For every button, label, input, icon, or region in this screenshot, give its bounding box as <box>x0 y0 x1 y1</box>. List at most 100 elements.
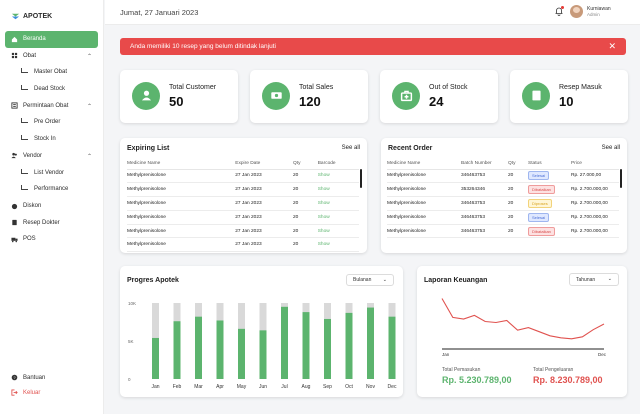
bar-mar[interactable] <box>195 316 202 379</box>
finance-report-title: Laporan Keuangan <box>424 277 488 284</box>
app-logo[interactable]: APOTEK <box>11 12 52 21</box>
bar-oct[interactable] <box>345 312 353 379</box>
table-cell: 20 <box>508 224 528 239</box>
expiring-scrollbar[interactable] <box>360 169 362 188</box>
sidebar-subitem-stock-in[interactable]: Stock In <box>5 131 98 148</box>
bar-aug[interactable] <box>302 312 310 379</box>
bar-may[interactable] <box>238 328 245 379</box>
bar-sep[interactable] <box>324 318 331 379</box>
sidebar-item-beranda[interactable]: Beranda <box>5 31 98 48</box>
table-cell: 27 Jan 2023 <box>235 210 293 225</box>
bell-icon[interactable] <box>555 7 563 16</box>
show-barcode-link[interactable]: Show <box>317 182 359 198</box>
bar-feb[interactable] <box>173 321 181 379</box>
bar-jul[interactable] <box>281 306 288 379</box>
stat-card-out-of-stock[interactable]: Out of Stock 24 <box>380 70 498 123</box>
table-cell: 20 <box>508 169 528 184</box>
arrow-icon <box>21 85 28 91</box>
truck-icon <box>11 236 18 243</box>
stat-value: 120 <box>299 94 321 109</box>
show-barcode-link[interactable]: Show <box>317 237 359 253</box>
sidebar-item-resep-dokter[interactable]: Resep Dokter <box>5 214 98 231</box>
bar-jan[interactable] <box>152 337 159 379</box>
notification-dot <box>561 6 564 9</box>
recent-scrollbar[interactable] <box>620 169 622 188</box>
sidebar-item-obat[interactable]: Obat ⌃ <box>5 48 98 65</box>
expiring-list-title: Expiring List <box>127 145 170 152</box>
expense-value: Rp. 8.230.789,00 <box>533 375 603 385</box>
sidebar-subitem-list-vendor[interactable]: List Vendor <box>5 164 98 181</box>
table-cell: 20 <box>293 237 318 253</box>
progress-bar-chart: 10K 5K 0 Jan Feb Mar Apr May Jun Jul Aug Sep Oct Nov D… <box>128 301 397 390</box>
stat-card-resep-masuk[interactable]: Resep Masuk 10 <box>510 70 628 123</box>
avatar[interactable] <box>570 5 583 18</box>
sidebar-item-permintaan-obat[interactable]: Permintaan Obat ⌃ <box>5 98 98 115</box>
sidebar-subitem-pre-order[interactable]: Pre Order <box>5 114 98 131</box>
sidebar-subitem-master-obat[interactable]: Master Obat <box>5 64 98 81</box>
table-cell: 20 <box>508 196 528 211</box>
sidebar-item-label: Diskon <box>23 203 42 210</box>
sidebar-subitem-performance[interactable]: Performance <box>5 181 98 198</box>
expiring-see-all-link[interactable]: See all <box>341 145 360 151</box>
x-tick-label: Oct <box>345 384 353 390</box>
show-barcode-link[interactable]: Show <box>317 210 359 225</box>
table-cell: Methylprenisolone <box>387 196 461 211</box>
bar-nov[interactable] <box>367 307 374 379</box>
app-name: APOTEK <box>23 13 53 20</box>
table-cell: 346463753 <box>461 196 508 211</box>
x-tick-label: Dec <box>388 384 397 390</box>
sidebar-item-keluar[interactable]: Keluar <box>11 385 45 400</box>
chevron-down-icon: ⌄ <box>382 277 387 283</box>
table-cell: 346463753 <box>461 224 508 239</box>
expiring-list-card: Expiring List See all Medicine Name Expir… <box>120 138 367 253</box>
sidebar-item-pos[interactable]: POS <box>5 231 98 248</box>
sidebar-item-label: Bantuan <box>23 374 46 381</box>
sidebar-item-label: Keluar <box>23 389 41 396</box>
x-tick-label: Jun <box>259 384 267 390</box>
x-tick-label: Mar <box>194 384 203 390</box>
x-tick-label: Aug <box>302 384 311 390</box>
bar-dec[interactable] <box>388 316 396 379</box>
table-cell: Methylprenisolone <box>127 224 236 239</box>
status-badge: Dibatalkan <box>528 226 555 236</box>
recent-order-card: Recent Order See all Medicine Name Batch … <box>381 138 627 253</box>
sidebar-item-label: Resep Dokter <box>23 219 60 226</box>
table-cell: 27 Jan 2023 <box>235 169 293 184</box>
status-cell: Selesai <box>528 210 571 225</box>
bar-jun[interactable] <box>259 330 267 379</box>
stat-icon-circle <box>132 82 160 110</box>
bar-apr[interactable] <box>216 320 224 379</box>
stat-card-total-customer[interactable]: Total Customer 50 <box>120 70 238 123</box>
sidebar-subitem-dead-stock[interactable]: Dead Stock <box>5 81 98 98</box>
status-badge: Selesai <box>528 212 550 222</box>
show-barcode-link[interactable]: Show <box>317 196 359 211</box>
progress-period-dropdown[interactable]: Bulanan ⌄ <box>346 274 394 286</box>
sidebar-item-label: Dead Stock <box>34 86 66 93</box>
show-barcode-link[interactable]: Show <box>317 224 359 239</box>
table-cell: Rp. 2.700.000,00 <box>571 196 619 211</box>
stat-card-total-sales[interactable]: Total Sales 120 <box>250 70 368 123</box>
finance-period-dropdown[interactable]: Tahunan ⌄ <box>569 273 619 286</box>
chevron-up-icon: ⌃ <box>86 53 92 60</box>
arrow-icon <box>21 118 28 124</box>
x-tick-label: Jul <box>281 384 287 390</box>
close-icon[interactable]: ✕ <box>608 41 616 51</box>
show-barcode-link[interactable]: Show <box>317 169 359 184</box>
recent-see-all-link[interactable]: See all <box>601 145 620 151</box>
progress-chart-title: Progres Apotek <box>127 277 179 284</box>
column-header: Batch Number <box>461 158 508 170</box>
status-cell: Dibatalkan <box>528 224 571 239</box>
table-cell: Methylprenisolone <box>127 210 236 225</box>
list-icon <box>11 102 18 109</box>
column-header: Status <box>528 158 571 170</box>
sidebar-item-vendor[interactable]: Vendor ⌃ <box>5 148 98 165</box>
chevron-up-icon: ⌃ <box>86 153 92 160</box>
sidebar-item-bantuan[interactable]: ? Bantuan <box>11 370 45 385</box>
table-row: Methylprenisolone 27 Jan 2023 20 Show <box>127 196 359 211</box>
svg-text:?: ? <box>13 375 16 380</box>
stat-label: Total Customer <box>169 84 217 91</box>
medkit-icon <box>400 89 413 104</box>
sidebar-item-diskon[interactable]: Diskon <box>5 198 98 215</box>
table-row: Methylprenisolone 27 Jan 2023 20 Show <box>127 224 359 239</box>
table-cell: 346463753 <box>461 169 508 184</box>
